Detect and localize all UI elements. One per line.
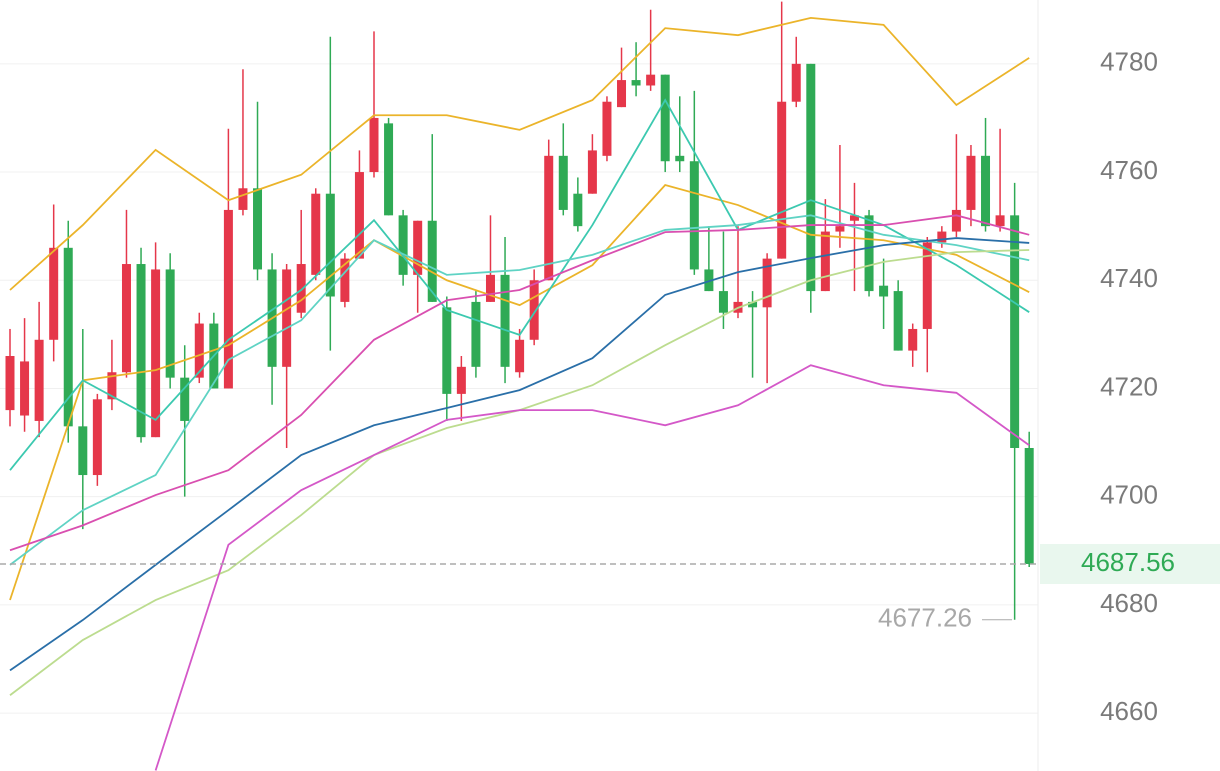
candle-body — [194, 323, 204, 378]
candle-body — [544, 155, 554, 281]
candle-body — [631, 80, 641, 86]
last-price-label: 4687.56 — [1081, 547, 1175, 577]
candle-body — [791, 63, 801, 102]
indicator-line — [9, 249, 1030, 696]
y-tick-label: 4740 — [1100, 263, 1158, 293]
candle-body — [1024, 447, 1034, 564]
indicator-line — [9, 98, 1030, 471]
candle-body — [864, 215, 874, 292]
candle-body — [660, 74, 670, 162]
candle-body — [136, 264, 146, 438]
candle-body — [34, 339, 44, 421]
candle-body — [500, 274, 510, 367]
candle-body — [922, 242, 932, 329]
candle-body — [282, 269, 292, 367]
y-tick-label: 4700 — [1100, 480, 1158, 510]
low-label: 4677.26 — [878, 603, 972, 633]
candle-body — [748, 301, 758, 308]
candle-body — [704, 269, 714, 292]
candle-body — [253, 188, 263, 270]
last-price-bg — [1040, 543, 1220, 584]
candle-body — [369, 117, 379, 173]
candle-body — [442, 307, 452, 394]
indicator-line — [154, 364, 1030, 771]
candle-body — [121, 264, 131, 373]
candle-body — [384, 123, 394, 216]
candle-body — [646, 74, 656, 86]
candle-body — [777, 101, 787, 259]
candle-body — [617, 80, 627, 108]
candle-body — [151, 269, 161, 438]
y-tick-label: 4780 — [1100, 47, 1158, 77]
candle-body — [879, 285, 889, 297]
candle-body — [762, 258, 772, 308]
indicator-line — [9, 184, 1030, 601]
candle-body — [223, 209, 233, 389]
candle-body — [820, 231, 830, 292]
candle-body — [165, 269, 175, 378]
candle-body — [718, 291, 728, 313]
candle-body — [49, 247, 59, 340]
candle-body — [311, 193, 321, 275]
candle-body — [1010, 215, 1020, 448]
candle-body — [413, 220, 423, 275]
candle-body — [471, 301, 481, 367]
candle-body — [675, 155, 685, 162]
indicator-line — [9, 237, 1030, 672]
candle-body — [966, 155, 976, 210]
candle-body — [951, 209, 961, 232]
candle-body — [456, 366, 466, 394]
candle-body — [558, 155, 568, 210]
candle-body — [806, 63, 816, 292]
candle-body — [849, 215, 859, 221]
candle-body — [908, 328, 918, 351]
candle-body — [78, 426, 88, 476]
candle-body — [180, 377, 190, 421]
candle-body — [689, 161, 699, 270]
candle-body — [587, 150, 597, 194]
candle-body — [92, 399, 102, 476]
candle-body — [981, 155, 991, 227]
candle-body — [354, 172, 364, 259]
candle-body — [937, 231, 947, 243]
candle-body — [602, 101, 612, 156]
candle-body — [485, 274, 495, 302]
candle-body — [893, 291, 903, 351]
indicator-line — [9, 214, 1030, 552]
y-tick-label: 4760 — [1100, 155, 1158, 185]
candle-body — [340, 258, 350, 302]
y-tick-label: 4660 — [1100, 696, 1158, 726]
candle-body — [238, 188, 248, 210]
candle-body — [296, 264, 306, 313]
candle-body — [5, 356, 15, 411]
indicator-line — [9, 16, 1030, 291]
indicator-line — [9, 214, 1030, 566]
candle-body — [515, 339, 525, 373]
candle-body — [427, 220, 437, 302]
candle-body — [835, 226, 845, 232]
candle-body — [325, 193, 335, 297]
candle-body — [63, 247, 73, 427]
candle-body — [398, 215, 408, 275]
candle-body — [573, 193, 583, 227]
y-tick-label: 4720 — [1100, 371, 1158, 401]
candle-body — [995, 215, 1005, 227]
candle-body — [20, 361, 30, 416]
y-tick-label: 4680 — [1100, 588, 1158, 618]
candle-body — [107, 372, 117, 400]
candle-body — [529, 280, 539, 340]
